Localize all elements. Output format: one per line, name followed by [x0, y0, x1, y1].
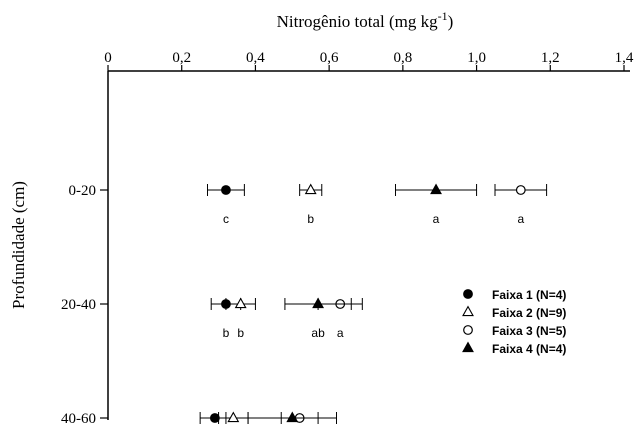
point-4-3: [286, 411, 299, 423]
point-1-1: [221, 185, 231, 195]
legend-marker-2: [462, 305, 474, 317]
significance-letter-4-2: ab: [311, 326, 325, 340]
legend-label-1: Faixa 1 (N=4): [492, 288, 566, 302]
x-tick-label-5: 1,0: [467, 50, 486, 66]
point-3-1: [515, 185, 526, 195]
y-tick-label-1: 20-40: [61, 297, 96, 313]
x-tick-label-2: 0,4: [246, 50, 265, 66]
legend-marker-4: [462, 341, 474, 353]
point-2-1: [304, 183, 317, 195]
point-2-3: [227, 411, 240, 423]
point-2-2: [234, 297, 247, 309]
legend-label-3: Faixa 3 (N=5): [492, 324, 566, 338]
significance-letter-1-2: b: [223, 326, 230, 340]
y-axis-title: Profundidade (cm): [9, 181, 28, 309]
y-categories: 0-20 20-40 40-60: [61, 183, 108, 427]
legend: Faixa 1 (N=4) Faixa 2 (N=9) Faixa 3 (N=5) F…: [462, 288, 566, 356]
x-axis-title: Nitrogênio total (mg kg-1): [277, 9, 454, 31]
significance-letter-2-2: b: [237, 326, 244, 340]
y-tick-label-2: 40-60: [61, 411, 96, 427]
x-tick-label-4: 0,8: [393, 50, 412, 66]
x-tick-label-6: 1,2: [541, 50, 560, 66]
legend-label-2: Faixa 2 (N=9): [492, 306, 566, 320]
significance-letter-3-1: a: [517, 212, 524, 226]
significance-letter-1-1: c: [223, 212, 229, 226]
legend-marker-3: [463, 325, 473, 335]
x-axis-title-close: ): [448, 12, 454, 31]
point-4-2: [312, 297, 325, 309]
x-axis-title-superscript: -1: [438, 9, 448, 23]
axes: [107, 70, 630, 420]
x-tick-label-7: 1,4: [615, 50, 634, 66]
x-tick-label-1: 0,2: [172, 50, 191, 66]
x-tick-label-3: 0,6: [320, 50, 339, 66]
y-tick-label-0: 0-20: [69, 183, 97, 199]
legend-label-4: Faixa 4 (N=4): [492, 342, 566, 356]
x-ticks: 0 0,2 0,4 0,6 0,8 1,0 1,2 1,4: [104, 50, 634, 71]
series-4: aab: [247, 183, 478, 424]
legend-marker-1: [463, 289, 473, 299]
significance-letter-2-1: b: [307, 212, 314, 226]
point-4-1: [430, 183, 442, 195]
significance-letter-3-2: a: [337, 326, 344, 340]
x-tick-label-0: 0: [104, 50, 112, 66]
significance-letter-4-1: a: [433, 212, 440, 226]
point-1-3: [209, 413, 220, 423]
x-axis-title-main: Nitrogênio total (mg kg: [277, 12, 439, 31]
